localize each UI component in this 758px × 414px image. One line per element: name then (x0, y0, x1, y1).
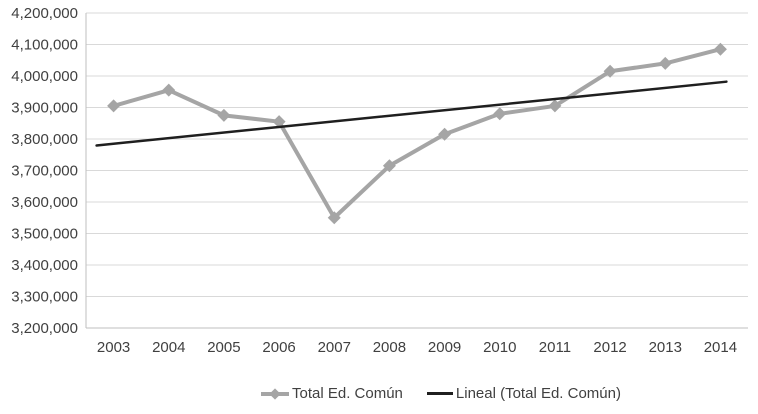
data-point-marker (272, 115, 286, 129)
data-point-marker (493, 107, 507, 121)
x-tick-label: 2005 (207, 339, 240, 356)
x-tick-label: 2008 (373, 339, 406, 356)
data-point-marker (162, 83, 176, 97)
x-tick-label: 2003 (97, 339, 130, 356)
chart-legend: Total Ed. Común Lineal (Total Ed. Común) (62, 385, 758, 402)
y-tick-label: 4,100,000 (11, 37, 78, 54)
data-point-marker (438, 127, 452, 141)
y-tick-label: 3,900,000 (11, 100, 78, 117)
y-tick-label: 4,200,000 (11, 5, 78, 22)
y-tick-label: 4,000,000 (11, 68, 78, 85)
x-tick-label: 2006 (262, 339, 295, 356)
trendline (95, 80, 728, 147)
y-tick-label: 3,600,000 (11, 194, 78, 211)
x-tick-label: 2013 (649, 339, 682, 356)
legend-diamond-marker-icon (261, 387, 289, 400)
data-point-marker (548, 99, 562, 113)
series-line-total-ed-comun (111, 47, 723, 220)
y-tick-label: 3,800,000 (11, 131, 78, 148)
data-point-marker (217, 108, 231, 122)
x-tick-label: 2012 (593, 339, 626, 356)
y-tick-label: 3,700,000 (11, 163, 78, 180)
y-tick-label: 3,500,000 (11, 226, 78, 243)
legend-trendline-icon (426, 392, 453, 395)
x-tick-label: 2011 (539, 339, 571, 356)
y-tick-label: 3,300,000 (11, 289, 78, 306)
x-tick-label: 2004 (152, 339, 185, 356)
data-point-marker (713, 42, 727, 56)
data-point-marker (603, 64, 617, 78)
data-point-marker (327, 211, 341, 225)
legend-entry-lineal: Lineal (Total Ed. Común) (426, 385, 621, 402)
x-tick-label: 2009 (428, 339, 461, 356)
legend-entry-total-ed-comun: Total Ed. Común (261, 385, 403, 402)
x-tick-label: 2010 (483, 339, 516, 356)
y-tick-label: 3,200,000 (11, 320, 78, 337)
data-point-marker (107, 99, 121, 113)
x-tick-label: 2007 (318, 339, 351, 356)
data-point-marker (382, 159, 396, 173)
legend-label-total-ed-comun: Total Ed. Común (292, 385, 403, 402)
y-tick-label: 3,400,000 (11, 257, 78, 274)
chart-svg: 3,200,000 3,300,000 3,400,000 3,500,000 3,60… (11, 5, 748, 356)
data-point-marker (658, 56, 672, 70)
legend-label-lineal: Lineal (Total Ed. Común) (455, 385, 621, 402)
x-tick-label: 2014 (704, 339, 737, 356)
